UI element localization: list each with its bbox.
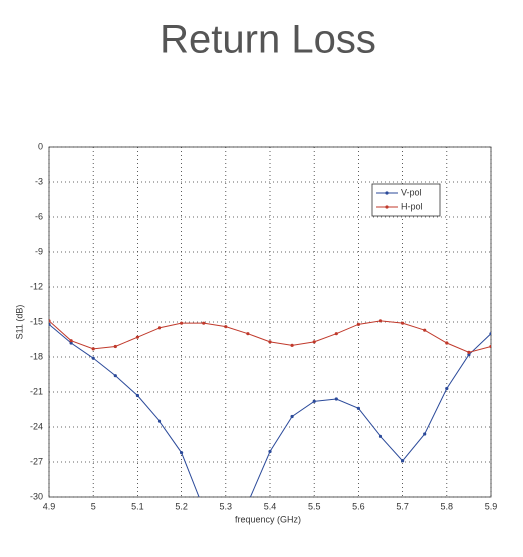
data-point — [246, 501, 249, 504]
y-tick-label: -12 — [30, 281, 43, 291]
data-point — [445, 341, 449, 345]
data-point — [180, 451, 184, 455]
y-axis-label: S11 (dB) — [14, 305, 24, 340]
data-point — [378, 434, 383, 438]
data-point — [312, 340, 316, 344]
data-point — [312, 399, 316, 403]
x-tick-label: 5 — [91, 501, 96, 511]
x-axis-label: frequency (GHz) — [235, 514, 301, 524]
legend-label: H-pol — [401, 201, 423, 211]
data-point — [246, 332, 250, 336]
data-point — [180, 321, 184, 325]
data-point — [268, 340, 272, 344]
data-point — [113, 344, 117, 349]
data-point — [290, 343, 294, 347]
x-tick-label: 4.9 — [43, 501, 56, 511]
legend-marker — [385, 191, 389, 195]
data-point — [334, 397, 338, 401]
x-tick-label: 5.2 — [175, 501, 188, 511]
data-point — [356, 406, 360, 410]
data-point — [157, 419, 162, 423]
x-tick-label: 5.6 — [352, 501, 365, 511]
y-tick-label: -9 — [35, 246, 43, 256]
data-point — [467, 350, 471, 354]
x-tick-label: 5.5 — [308, 501, 321, 511]
data-point — [467, 353, 471, 357]
data-point — [135, 393, 139, 398]
legend: V-pol H-pol — [371, 183, 441, 217]
chart-title: Return Loss — [160, 18, 376, 62]
data-point — [401, 459, 405, 463]
data-point — [157, 326, 162, 330]
y-tick-label: 0 — [38, 141, 43, 151]
data-point — [401, 321, 405, 325]
plot-area — [49, 319, 491, 533]
data-point — [69, 341, 73, 345]
data-point — [91, 356, 95, 360]
legend-box — [371, 183, 441, 217]
legend-marker — [385, 205, 389, 209]
data-point — [423, 328, 427, 332]
data-point — [356, 322, 360, 326]
data-point — [91, 347, 95, 351]
data-point — [49, 319, 51, 323]
y-tick-label: -18 — [30, 351, 43, 361]
x-tick-label: 5.3 — [220, 501, 233, 511]
y-tick-label: -3 — [35, 176, 43, 186]
data-point — [290, 414, 294, 419]
y-tick-label: -15 — [30, 316, 43, 326]
data-point — [378, 319, 383, 323]
y-tick-label: -27 — [30, 456, 43, 466]
y-tick-label: -30 — [30, 491, 43, 501]
data-point — [113, 374, 117, 378]
x-tick-label: 5.1 — [131, 501, 144, 511]
y-tick-label: -6 — [35, 211, 43, 221]
y-tick-label: -21 — [30, 386, 43, 396]
x-tick-label: 5.9 — [485, 501, 498, 511]
data-point — [445, 386, 449, 391]
x-tick-label: 5.4 — [264, 501, 277, 511]
data-point — [268, 449, 272, 454]
data-point — [489, 344, 491, 349]
data-point — [69, 339, 73, 343]
x-tick-label: 5.7 — [396, 501, 409, 511]
data-point — [202, 507, 205, 510]
data-point — [489, 332, 491, 336]
x-tick-label: 5.8 — [441, 501, 454, 511]
data-point — [49, 322, 51, 326]
data-point — [202, 321, 206, 325]
data-point — [135, 335, 139, 339]
legend-label: V-pol — [401, 187, 422, 197]
data-point — [423, 432, 427, 436]
y-tick-label: -24 — [30, 421, 43, 431]
data-point — [224, 530, 227, 533]
data-point — [334, 332, 338, 336]
data-point — [224, 325, 228, 329]
